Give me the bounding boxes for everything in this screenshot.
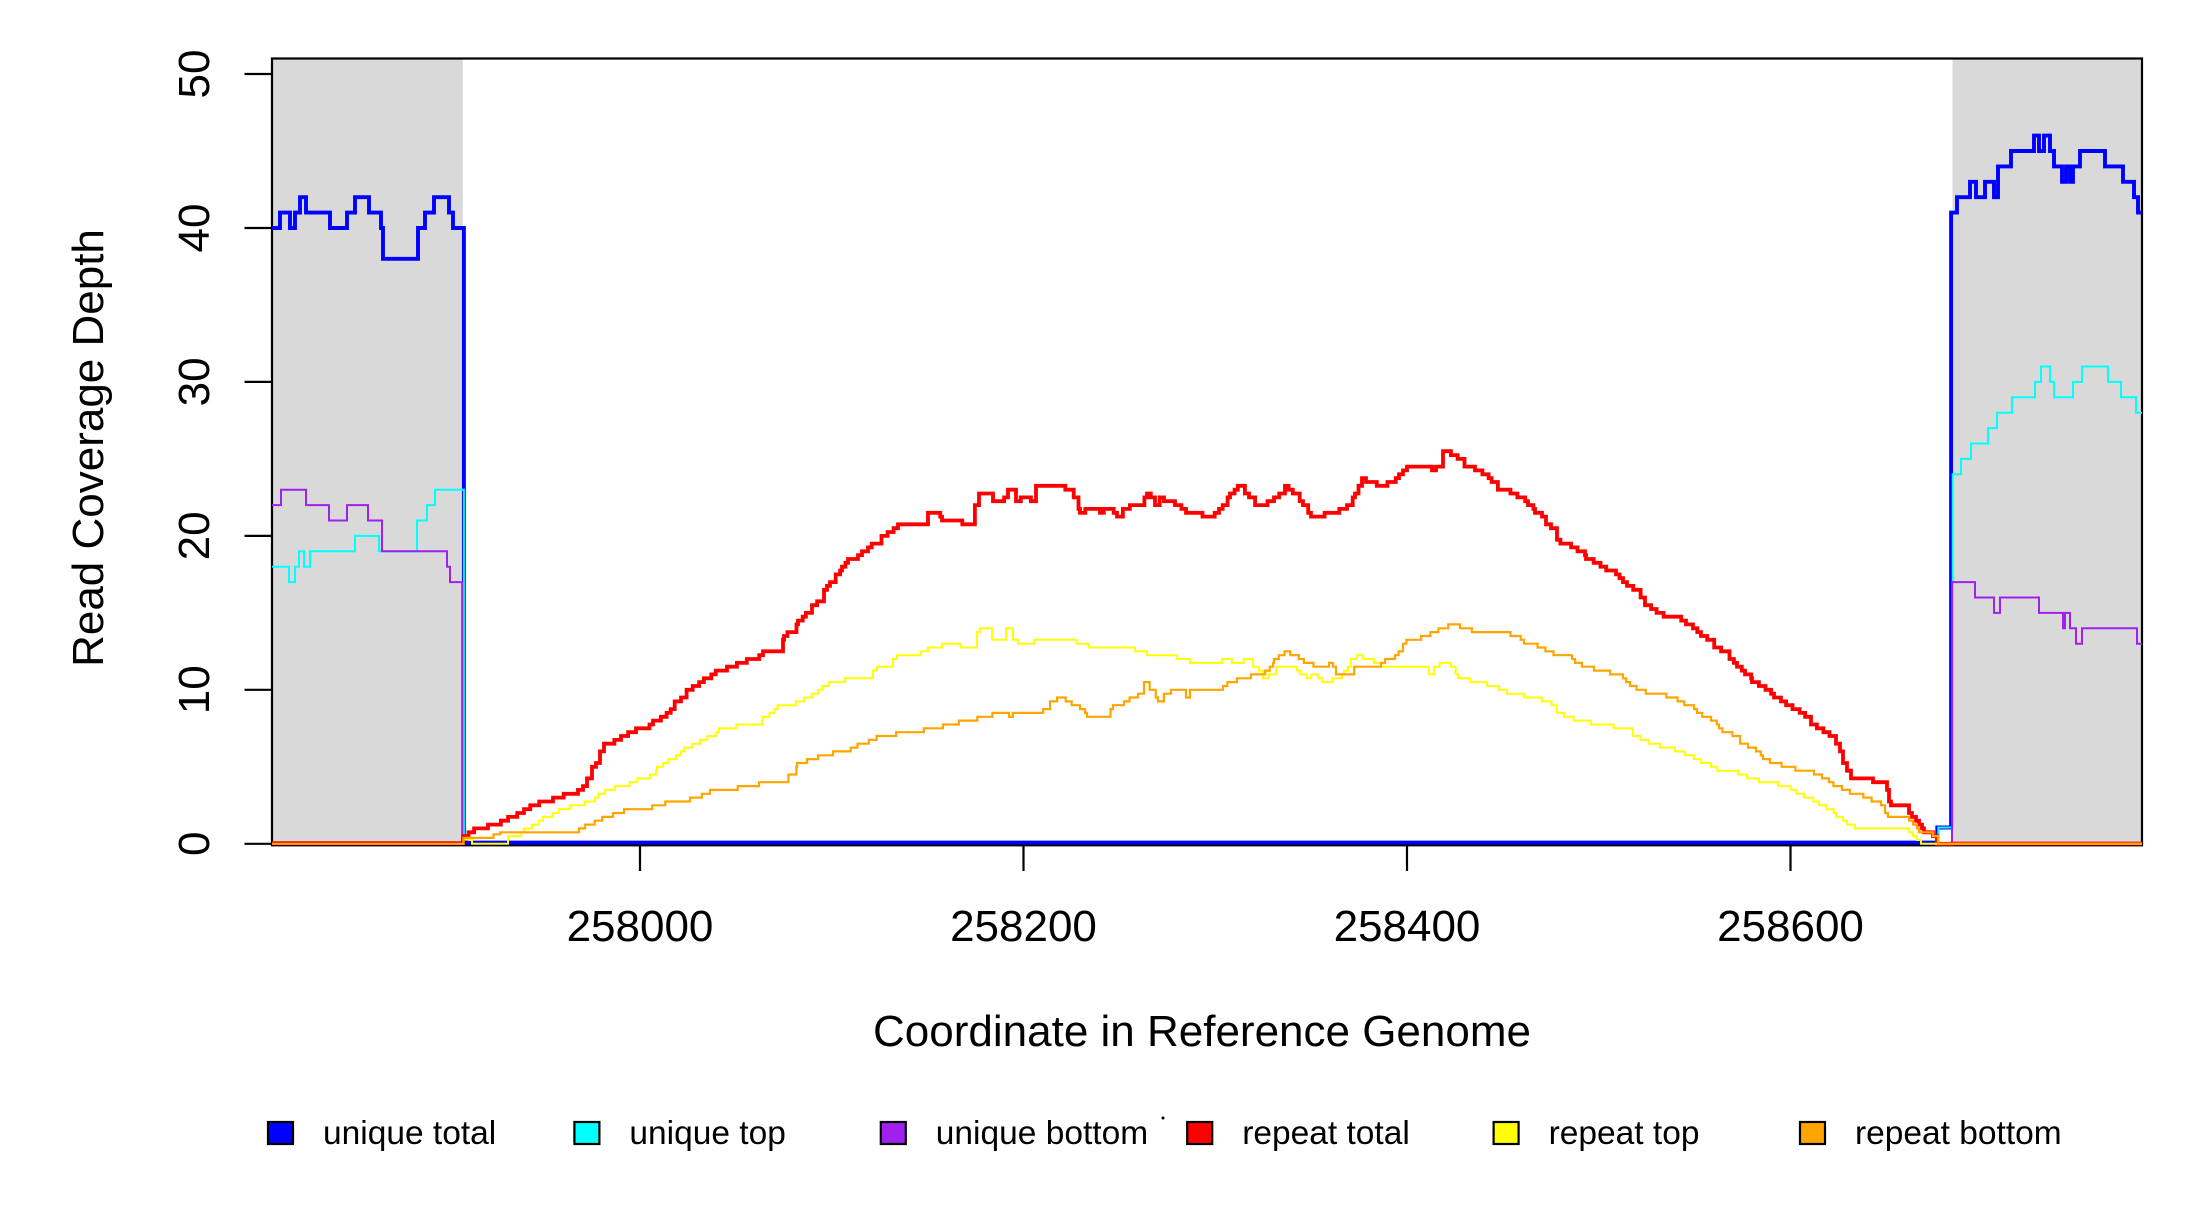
svg-text:40: 40 bbox=[170, 204, 219, 253]
svg-text:258400: 258400 bbox=[1334, 902, 1481, 951]
svg-text:unique top: unique top bbox=[629, 1115, 785, 1152]
svg-text:unique bottom: unique bottom bbox=[936, 1115, 1148, 1152]
svg-text:0: 0 bbox=[170, 832, 219, 856]
svg-text:10: 10 bbox=[170, 665, 219, 714]
svg-text:repeat top: repeat top bbox=[1549, 1115, 1700, 1152]
svg-text:30: 30 bbox=[170, 357, 219, 406]
svg-text:20: 20 bbox=[170, 511, 219, 560]
svg-text:Read Coverage Depth: Read Coverage Depth bbox=[64, 229, 113, 667]
svg-text:Coordinate in Reference Genome: Coordinate in Reference Genome bbox=[873, 1007, 1531, 1056]
svg-text:repeat bottom: repeat bottom bbox=[1855, 1115, 2062, 1152]
svg-text:unique total: unique total bbox=[323, 1115, 496, 1152]
svg-text:50: 50 bbox=[170, 50, 219, 99]
svg-text:258200: 258200 bbox=[950, 902, 1097, 951]
svg-text:258600: 258600 bbox=[1717, 902, 1864, 951]
svg-text:258000: 258000 bbox=[567, 902, 714, 951]
svg-text:repeat total: repeat total bbox=[1242, 1115, 1410, 1152]
